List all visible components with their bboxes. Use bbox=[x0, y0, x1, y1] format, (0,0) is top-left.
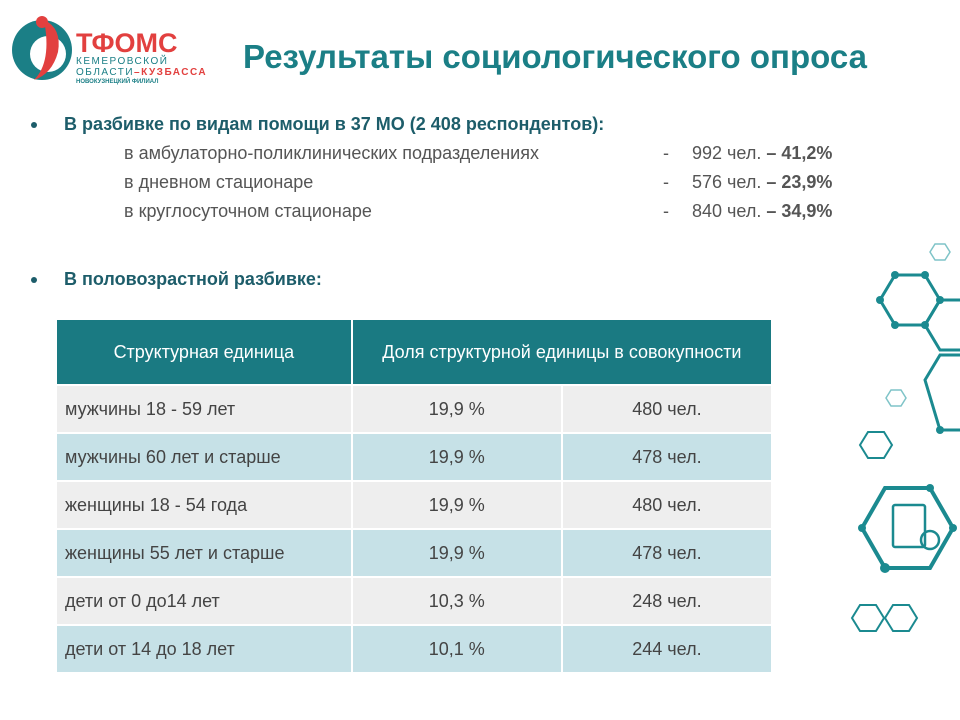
hex-nodes bbox=[858, 271, 957, 573]
cell: 480 чел. bbox=[560, 384, 774, 434]
cell: 248 чел. bbox=[560, 576, 774, 626]
item-share: – 23,9% bbox=[766, 172, 833, 192]
cell: 19,9 % bbox=[350, 480, 563, 530]
cell: женщины 55 лет и старше bbox=[55, 528, 353, 578]
item-value: 840 чел. – 34,9% bbox=[692, 201, 832, 222]
cell: мужчины 18 - 59 лет bbox=[55, 384, 353, 434]
cell: 478 чел. bbox=[560, 528, 774, 578]
row: мужчины 60 лет и старше 19,9 % 478 чел. bbox=[55, 432, 774, 482]
cell: 19,9 % bbox=[350, 432, 563, 482]
cell: 244 чел. bbox=[560, 624, 774, 674]
header-cell: Доля структурной единицы в совокупности bbox=[350, 318, 774, 386]
item-label: в амбулаторно-поликлинических подразделе… bbox=[124, 143, 539, 163]
item-dash: - bbox=[663, 172, 669, 192]
row: женщины 18 - 54 года 19,9 % 480 чел. bbox=[55, 480, 774, 530]
logo-line: НОВОКУЗНЕЦКИЙ ФИЛИАЛ bbox=[76, 79, 159, 85]
logo-text: –КУЗБАССА bbox=[134, 67, 208, 78]
item-count: 992 чел. bbox=[692, 143, 762, 163]
item-label: в дневном стационаре bbox=[124, 172, 314, 192]
item-dash: - bbox=[663, 201, 669, 221]
item-count: 576 чел. bbox=[692, 172, 762, 192]
cell: 480 чел. bbox=[560, 480, 774, 530]
cell: дети от 14 до 18 лет bbox=[55, 624, 353, 674]
logo-line: ОБЛАСТИ–КУЗБАССА bbox=[76, 67, 207, 78]
cell: дети от 0 до14 лет bbox=[55, 576, 353, 626]
cell: 478 чел. bbox=[560, 432, 774, 482]
cell: мужчины 60 лет и старше bbox=[55, 432, 353, 482]
title: Результаты социологического опроса bbox=[243, 38, 867, 75]
cell: 10,3 % bbox=[350, 576, 563, 626]
item-share: – 41,2% bbox=[766, 143, 833, 163]
logo-text: ОБЛАСТИ bbox=[76, 67, 135, 78]
item-share: – 34,9% bbox=[766, 201, 833, 221]
bullet bbox=[31, 277, 37, 283]
item-value: 992 чел. – 41,2% bbox=[692, 143, 832, 164]
row: мужчины 18 - 59 лет 19,9 % 480 чел. bbox=[55, 384, 774, 434]
logo-mark bbox=[12, 16, 72, 80]
heading: В половозрастной разбивке: bbox=[64, 269, 322, 289]
row: женщины 55 лет и старше 19,9 % 478 чел. bbox=[55, 528, 774, 578]
cell: 19,9 % bbox=[350, 528, 563, 578]
row: дети от 0 до14 лет 10,3 % 248 чел. bbox=[55, 576, 774, 626]
item-value: 576 чел. – 23,9% bbox=[692, 172, 832, 193]
logo-name: ТФОМС bbox=[76, 28, 178, 58]
item-dash: - bbox=[663, 143, 669, 163]
bullet bbox=[31, 122, 37, 128]
hexagons bbox=[850, 243, 960, 632]
row: дети от 14 до 18 лет 10,1 % 244 чел. bbox=[55, 624, 774, 674]
cell: женщины 18 - 54 года bbox=[55, 480, 353, 530]
cell: 10,1 % bbox=[350, 624, 563, 674]
logo-line: КЕМЕРОВСКОЙ bbox=[76, 56, 169, 67]
cell: 19,9 % bbox=[350, 384, 563, 434]
heading: В разбивке по видам помощи в 37 МО (2 40… bbox=[64, 114, 605, 134]
item-count: 840 чел. bbox=[692, 201, 762, 221]
header-cell: Структурная единица bbox=[55, 318, 353, 386]
item-label: в круглосуточном стационаре bbox=[124, 201, 372, 221]
table: Структурная единица Доля структурной еди… bbox=[55, 318, 774, 674]
